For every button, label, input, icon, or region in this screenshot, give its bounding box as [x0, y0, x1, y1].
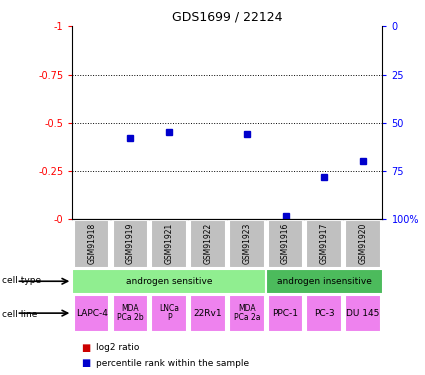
- Text: ■: ■: [81, 343, 90, 353]
- FancyBboxPatch shape: [229, 295, 265, 332]
- Bar: [236, 219, 258, 281]
- Text: MDA
PCa 2b: MDA PCa 2b: [117, 304, 144, 322]
- FancyBboxPatch shape: [113, 295, 148, 332]
- Text: log2 ratio: log2 ratio: [96, 344, 139, 352]
- Text: cell line: cell line: [2, 310, 37, 319]
- Text: MDA
PCa 2a: MDA PCa 2a: [233, 304, 260, 322]
- FancyBboxPatch shape: [151, 220, 187, 268]
- Text: cell type: cell type: [2, 276, 41, 285]
- Bar: [197, 219, 218, 223]
- FancyBboxPatch shape: [74, 295, 110, 332]
- FancyBboxPatch shape: [72, 268, 266, 294]
- Text: GSM91917: GSM91917: [320, 223, 329, 264]
- Text: ■: ■: [81, 358, 90, 368]
- FancyBboxPatch shape: [74, 220, 110, 268]
- FancyBboxPatch shape: [229, 220, 265, 268]
- Text: androgen insensitive: androgen insensitive: [277, 277, 372, 286]
- Text: GSM91918: GSM91918: [87, 223, 96, 264]
- Bar: [352, 219, 374, 300]
- Text: LAPC-4: LAPC-4: [76, 309, 108, 318]
- Text: GSM91921: GSM91921: [165, 223, 174, 264]
- FancyBboxPatch shape: [190, 295, 226, 332]
- Text: GSM91922: GSM91922: [204, 223, 212, 264]
- FancyBboxPatch shape: [113, 220, 148, 268]
- Text: 22Rv1: 22Rv1: [194, 309, 222, 318]
- Text: DU 145: DU 145: [346, 309, 380, 318]
- Text: GSM91916: GSM91916: [281, 223, 290, 264]
- Bar: [314, 219, 335, 375]
- Text: PPC-1: PPC-1: [272, 309, 298, 318]
- Text: androgen sensitive: androgen sensitive: [126, 277, 212, 286]
- Text: GSM91919: GSM91919: [126, 223, 135, 264]
- Text: percentile rank within the sample: percentile rank within the sample: [96, 358, 249, 368]
- FancyBboxPatch shape: [268, 295, 303, 332]
- Text: LNCa
P: LNCa P: [159, 304, 179, 322]
- FancyBboxPatch shape: [345, 220, 381, 268]
- Text: PC-3: PC-3: [314, 309, 334, 318]
- Title: GDS1699 / 22124: GDS1699 / 22124: [172, 11, 283, 24]
- FancyBboxPatch shape: [190, 220, 226, 268]
- Bar: [275, 219, 296, 375]
- FancyBboxPatch shape: [151, 295, 187, 332]
- FancyBboxPatch shape: [306, 220, 342, 268]
- FancyBboxPatch shape: [266, 268, 382, 294]
- FancyBboxPatch shape: [306, 295, 342, 332]
- FancyBboxPatch shape: [268, 220, 303, 268]
- Text: GSM91920: GSM91920: [359, 223, 368, 264]
- Text: GSM91923: GSM91923: [242, 223, 251, 264]
- FancyBboxPatch shape: [345, 295, 381, 332]
- Bar: [159, 219, 180, 375]
- Bar: [120, 219, 141, 291]
